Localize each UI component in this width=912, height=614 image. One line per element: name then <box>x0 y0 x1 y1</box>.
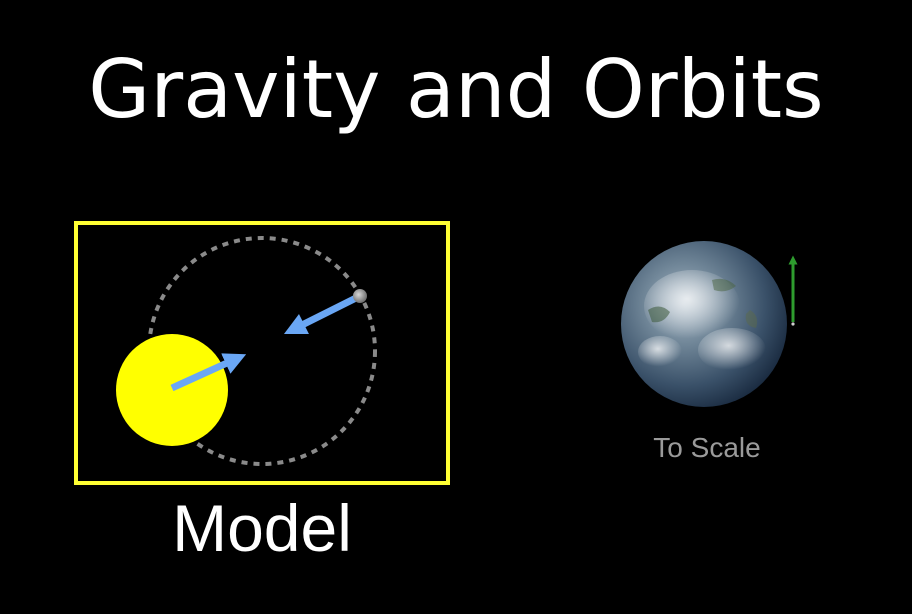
planet-icon[interactable] <box>353 289 367 303</box>
model-panel <box>74 220 450 486</box>
to-scale-diagram <box>621 241 798 407</box>
earth-icon[interactable] <box>621 241 787 407</box>
model-diagram <box>74 221 450 485</box>
force-arrow-planet <box>283 294 358 335</box>
orbit-path <box>147 236 377 466</box>
model-label: Model <box>172 491 352 565</box>
sun-icon[interactable] <box>116 334 228 446</box>
page-title: Gravity and Orbits <box>88 43 824 136</box>
force-arrow-sun <box>170 353 247 392</box>
moon-icon[interactable] <box>791 322 795 326</box>
to-scale-panel <box>600 240 820 420</box>
to-scale-label: To Scale <box>653 432 761 463</box>
model-frame <box>74 221 450 485</box>
